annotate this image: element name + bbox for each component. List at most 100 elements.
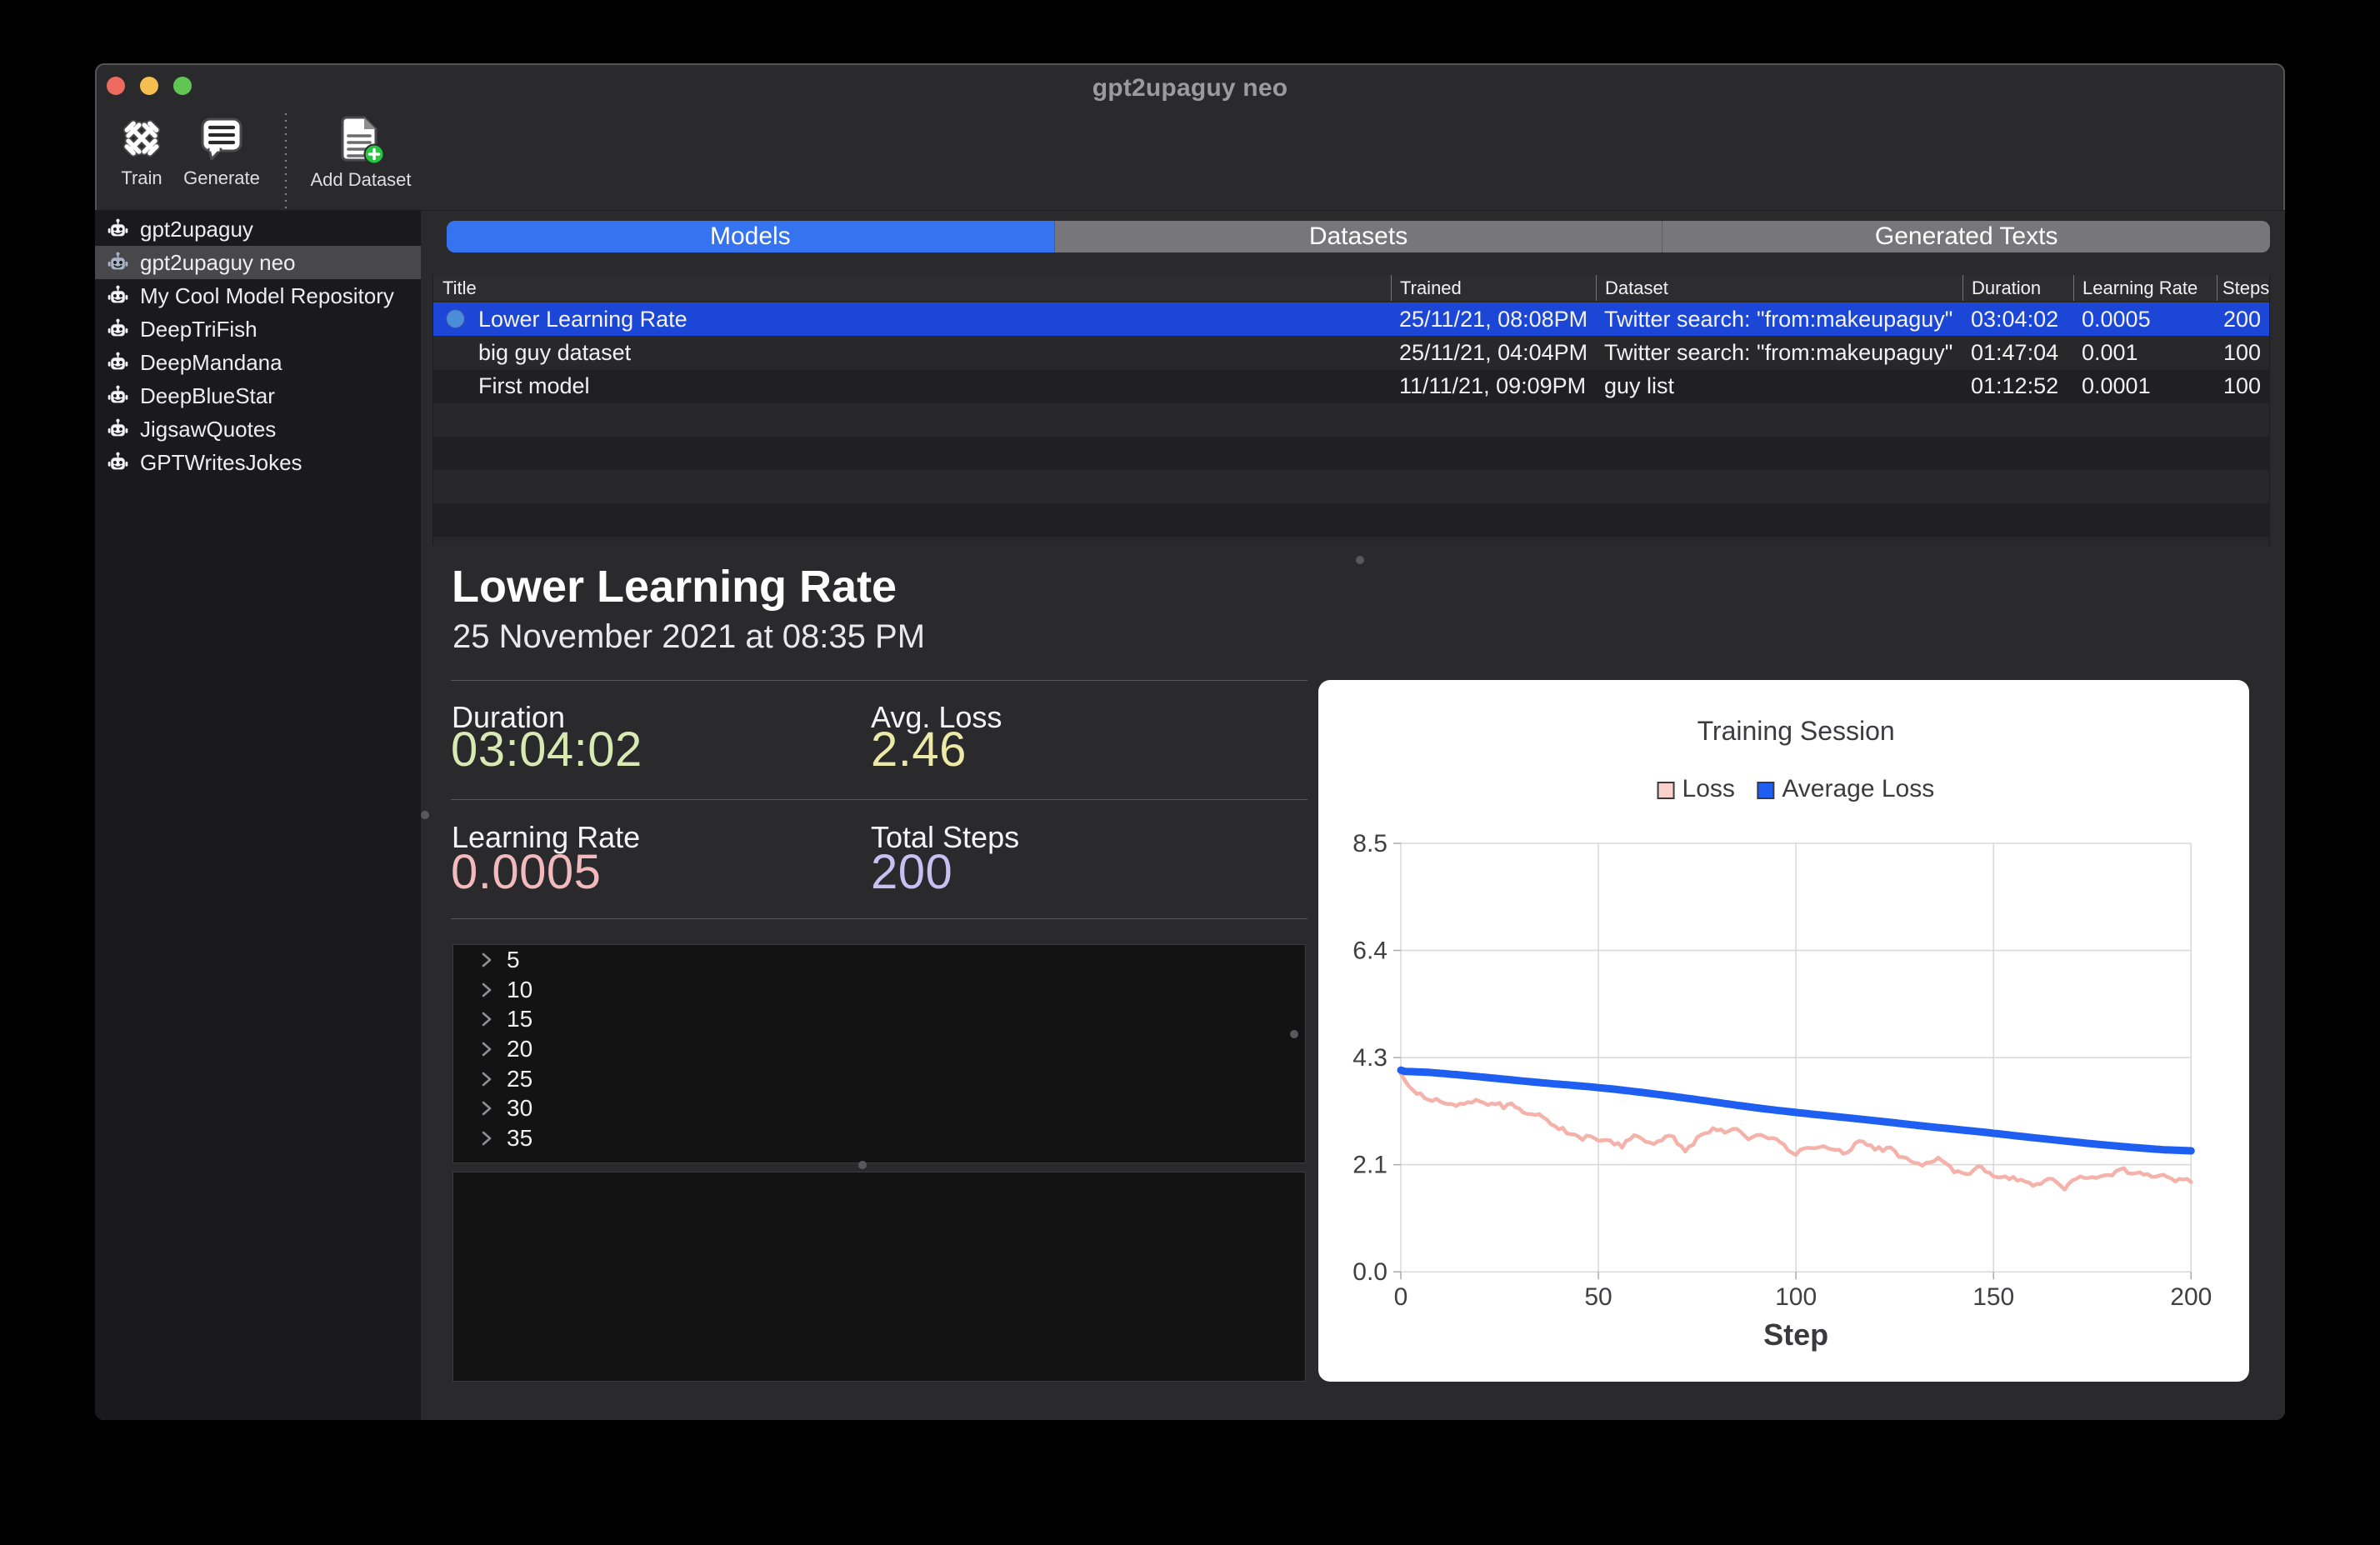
tab-label: Generated Texts — [1874, 222, 2058, 250]
training-chart-panel: 0.0 2.1 4.3 6.4 8.5 0 50 100 150 200 Training Sess… — [1318, 680, 2249, 1382]
outline-row[interactable]: 25 — [453, 1064, 1305, 1094]
tab[interactable]: Models — [447, 221, 1054, 252]
train-button[interactable]: Train — [95, 115, 192, 210]
column-header-title[interactable]: Title — [442, 277, 477, 298]
toolbar-divider — [95, 210, 2285, 211]
sidebar-item[interactable]: GPTWritesJokes — [95, 446, 421, 479]
sidebar-item[interactable]: DeepMandana — [95, 346, 421, 379]
close-button-icon[interactable] — [107, 77, 125, 95]
tab[interactable]: Generated Texts — [1662, 221, 2270, 252]
disclosure-chevron-icon[interactable] — [478, 980, 495, 1000]
svg-text:6.4: 6.4 — [1352, 938, 1388, 965]
outline-row[interactable]: 15 — [453, 1004, 1305, 1034]
column-header-dataset[interactable]: Dataset — [1596, 275, 1962, 301]
sidebar-item[interactable]: DeepBlueStar — [95, 379, 421, 412]
sidebar-item[interactable]: gpt2upaguy neo — [95, 246, 421, 279]
app-window: gpt2upaguy neo Train — [95, 63, 2285, 1420]
zoom-button-icon[interactable] — [173, 77, 192, 95]
cell-duration: 03:04:02 — [1971, 306, 2059, 332]
cell-learning-rate: 0.0001 — [2082, 372, 2151, 398]
train-label: Train — [121, 168, 162, 188]
sidebar-splitter-handle[interactable] — [421, 811, 429, 819]
outline-step-label: 20 — [507, 1035, 533, 1062]
column-header-learning-rate[interactable]: Learning Rate — [2073, 275, 2217, 301]
sidebar-item[interactable]: gpt2upaguy — [95, 212, 421, 246]
cell-steps: 100 — [2222, 339, 2261, 365]
sidebar-item-label: JigsawQuotes — [140, 416, 277, 442]
table-row[interactable]: First model 11/11/21, 09:09PM guy list 0… — [433, 369, 2269, 402]
cell-duration: 01:12:52 — [1971, 372, 2059, 398]
outline-row[interactable]: 20 — [453, 1034, 1305, 1064]
sidebar-item-label: GPTWritesJokes — [140, 449, 302, 475]
total-steps-stat-value: 200 — [871, 845, 953, 899]
table-header: Title Trained Dataset Duration Learning … — [433, 275, 2269, 302]
table-row[interactable]: big guy dataset 25/11/21, 04:04PM Twitte… — [433, 336, 2269, 369]
cell-dataset: Twitter search: "from:makeupaguy" — [1604, 306, 1953, 332]
sidebar-item[interactable]: JigsawQuotes — [95, 412, 421, 446]
cell-learning-rate: 0.0005 — [2082, 306, 2151, 332]
boxes-splitter-handle[interactable] — [858, 1161, 867, 1169]
models-table: Title Trained Dataset Duration Learning … — [432, 275, 2270, 546]
outline-step-label: 30 — [507, 1095, 533, 1122]
column-header-trained[interactable]: Trained — [1391, 275, 1596, 301]
svg-text:150: 150 — [1972, 1283, 2014, 1311]
outline-row[interactable]: 35 — [453, 1123, 1305, 1153]
sidebar-item[interactable]: DeepTriFish — [95, 312, 421, 346]
sidebar-item-label: DeepTriFish — [140, 316, 258, 342]
add-dataset-button[interactable]: Add Dataset — [294, 115, 428, 210]
main-content: Models Datasets Generated Texts Title Tr… — [421, 211, 2285, 1420]
generate-button[interactable]: Generate — [172, 115, 272, 210]
svg-text:100: 100 — [1775, 1283, 1817, 1311]
svg-text:0.0: 0.0 — [1352, 1258, 1388, 1286]
disclosure-chevron-icon[interactable] — [478, 1009, 495, 1029]
detail-title: Lower Learning Rate — [452, 562, 898, 612]
minimize-button-icon[interactable] — [140, 77, 158, 95]
table-row[interactable]: Lower Learning Rate 25/11/21, 08:08PM Tw… — [433, 302, 2269, 337]
outline-row[interactable]: 30 — [453, 1093, 1305, 1123]
cell-title: big guy dataset — [478, 339, 632, 365]
cell-steps: 100 — [2222, 372, 2261, 398]
vertical-splitter-handle[interactable] — [1290, 1030, 1298, 1038]
training-session-chart: 0.0 2.1 4.3 6.4 8.5 0 50 100 150 200 Training Sess… — [1352, 716, 2212, 1352]
robot-icon — [108, 218, 128, 236]
disclosure-chevron-icon[interactable] — [478, 1069, 495, 1089]
cell-title: Lower Learning Rate — [478, 306, 688, 332]
steps-outline: 5 10 15 — [452, 944, 1306, 1163]
toolbar-separator — [285, 113, 287, 210]
tab[interactable]: Datasets — [1053, 221, 1662, 252]
learning-rate-stat-value: 0.0005 — [451, 845, 602, 899]
cell-trained: 11/11/21, 09:09PM — [1399, 372, 1587, 398]
disclosure-chevron-icon[interactable] — [478, 950, 495, 970]
outline-step-label: 35 — [507, 1124, 533, 1151]
robot-icon — [108, 418, 128, 436]
sidebar-item-label: DeepBlueStar — [140, 382, 275, 408]
cell-learning-rate: 0.001 — [2082, 339, 2138, 365]
svg-text:Training Session: Training Session — [1698, 716, 1895, 746]
sidebar-item-label: My Cool Model Repository — [140, 282, 394, 308]
sidebar: gpt2upaguy gpt2upaguy neo — [95, 211, 421, 1420]
divider — [451, 799, 1308, 800]
svg-text:4.3: 4.3 — [1352, 1044, 1388, 1072]
sidebar-item[interactable]: My Cool Model Repository — [95, 279, 421, 312]
outline-row[interactable]: 5 — [453, 945, 1305, 975]
titlebar[interactable]: gpt2upaguy neo — [95, 63, 2285, 113]
outline-row[interactable]: 10 — [453, 975, 1305, 1005]
cell-dataset: guy list — [1604, 372, 1675, 398]
divider — [451, 680, 1308, 681]
disclosure-chevron-icon[interactable] — [478, 1039, 495, 1059]
avg-loss-stat-label: Avg. Loss — [871, 700, 1002, 734]
generated-text-box[interactable] — [452, 1172, 1306, 1382]
cell-steps: 200 — [2222, 306, 2261, 332]
disclosure-chevron-icon[interactable] — [478, 1128, 495, 1148]
train-icon — [114, 115, 169, 163]
robot-icon — [108, 452, 128, 469]
horizontal-splitter-handle[interactable] — [1356, 556, 1364, 564]
svg-text:200: 200 — [2170, 1283, 2212, 1311]
disclosure-chevron-icon[interactable] — [478, 1098, 495, 1118]
divider — [451, 918, 1308, 919]
robot-icon — [108, 252, 128, 269]
column-header-steps[interactable]: Steps — [2217, 275, 2269, 301]
column-header-duration[interactable]: Duration — [1962, 275, 2073, 301]
cell-trained: 25/11/21, 04:04PM — [1399, 339, 1588, 365]
total-steps-stat-label: Total Steps — [871, 820, 1020, 854]
